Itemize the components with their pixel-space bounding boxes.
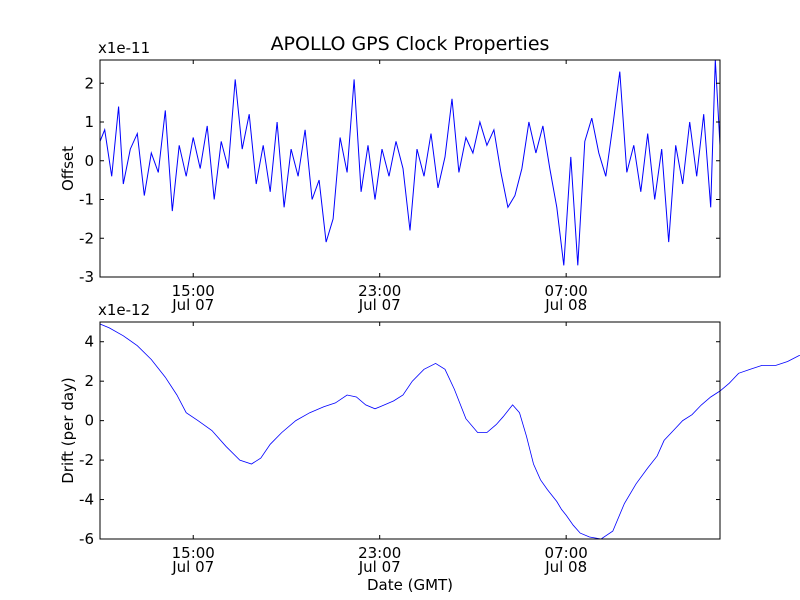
drift-y-multiplier: x1e-12 bbox=[98, 301, 150, 319]
offset-xtick-date: Jul 07 bbox=[358, 296, 401, 314]
offset-ytick-label: 0 bbox=[84, 152, 94, 170]
offset-y-multiplier: x1e-11 bbox=[98, 39, 150, 57]
offset-ylabel: Offset bbox=[59, 146, 77, 191]
drift-ylabel: Drift (per day) bbox=[59, 377, 77, 484]
drift-chart: -6-4-202415:00Jul 0723:00Jul 0707:00Jul … bbox=[59, 301, 800, 594]
drift-xtick-date: Jul 07 bbox=[171, 558, 214, 576]
drift-xtick-date: Jul 08 bbox=[544, 558, 587, 576]
offset-ytick-label: -1 bbox=[79, 191, 94, 209]
offset-ytick-label: 2 bbox=[84, 74, 94, 92]
offset-xtick-date: Jul 08 bbox=[544, 296, 587, 314]
drift-axes-frame bbox=[100, 322, 720, 539]
drift-ytick-label: -4 bbox=[79, 491, 94, 509]
drift-ytick-label: -6 bbox=[79, 530, 94, 548]
offset-xtick-date: Jul 07 bbox=[171, 296, 214, 314]
drift-series-line bbox=[100, 324, 800, 539]
drift-xtick-date: Jul 07 bbox=[358, 558, 401, 576]
offset-ytick-label: -2 bbox=[79, 229, 94, 247]
drift-ytick-label: 2 bbox=[84, 372, 94, 390]
drift-ytick-label: -2 bbox=[79, 451, 94, 469]
figure: APOLLO GPS Clock Properties -3-2-101215:… bbox=[0, 0, 800, 600]
offset-series-line bbox=[100, 60, 720, 265]
offset-ytick-label: -3 bbox=[79, 268, 94, 286]
figure-title: APOLLO GPS Clock Properties bbox=[271, 33, 550, 55]
drift-ytick-label: 4 bbox=[84, 333, 94, 351]
drift-ytick-label: 0 bbox=[84, 412, 94, 430]
offset-ytick-label: 1 bbox=[84, 113, 94, 131]
offset-chart: -3-2-101215:00Jul 0723:00Jul 0707:00Jul … bbox=[59, 39, 720, 314]
drift-xlabel: Date (GMT) bbox=[367, 576, 453, 594]
